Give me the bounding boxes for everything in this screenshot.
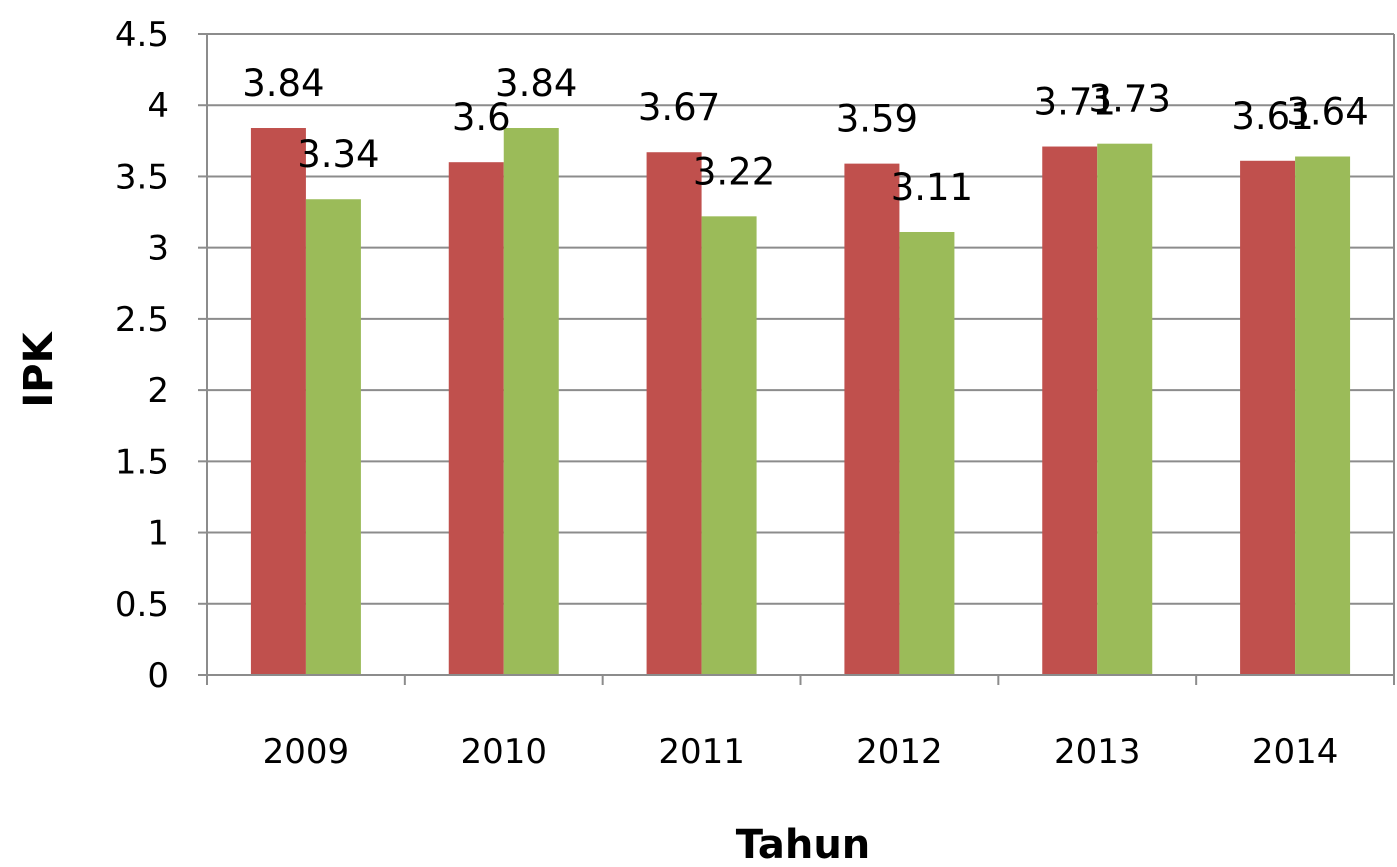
x-axis-title: Tahun [736,822,871,867]
x-tick-label: 2009 [263,732,350,772]
bars [250,128,1351,676]
y-tick-label: 2 [147,371,169,411]
data-label: 3.6 [452,96,511,139]
y-tick-label: 3.5 [115,157,169,197]
bar-series-2 [1097,143,1153,675]
y-tick-label: 4 [147,86,169,126]
data-label: 3.84 [495,62,577,105]
y-tick-label: 0.5 [115,585,169,625]
bar-series-2 [1295,156,1351,676]
data-label: 3.11 [891,166,973,209]
bar-series-1 [448,162,504,675]
y-tick-label: 4.5 [115,15,169,55]
data-label: 3.34 [297,133,379,176]
y-tick-label: 3 [147,229,169,269]
bar-series-2 [503,128,559,676]
data-label: 3.67 [638,86,720,129]
data-label: 3.84 [242,62,324,105]
x-tick-label: 2014 [1252,732,1339,772]
data-label: 3.59 [836,98,918,141]
bar-series-1 [844,163,900,675]
x-tick-label: 2010 [460,732,547,772]
data-label: 3.73 [1089,78,1171,121]
bar-series-1 [1240,160,1296,675]
bar-series-1 [1042,146,1098,675]
data-label: 3.71 [1034,81,1116,124]
data-labels: 3.843.343.63.843.673.223.593.113.713.73 3… [242,62,1369,209]
bar-series-2 [305,199,361,676]
data-label: 3.61 [1231,95,1313,138]
x-tick-label: 2011 [658,732,745,772]
y-tick-label: 1 [147,514,169,554]
gridlines [207,33,1394,605]
bar-series-2 [701,216,757,675]
data-label: 3.64 [1286,91,1368,134]
y-axis-title: IPK [16,330,62,407]
y-tick-label: 1.5 [115,442,169,482]
bar-series-1 [646,152,702,675]
y-tick-label: 0 [147,656,169,696]
data-label: 3.22 [693,150,775,193]
x-tick-label: 2012 [856,732,943,772]
x-tick-label: 2013 [1054,732,1141,772]
axes: 0 0.5 1 1.5 2 2.5 3 3.5 4 4.5 2009 2010 2011 2012 2013… [115,15,1395,772]
bar-series-1 [250,128,306,676]
y-tick-label: 2.5 [115,300,169,340]
bar-series-2 [899,231,955,675]
